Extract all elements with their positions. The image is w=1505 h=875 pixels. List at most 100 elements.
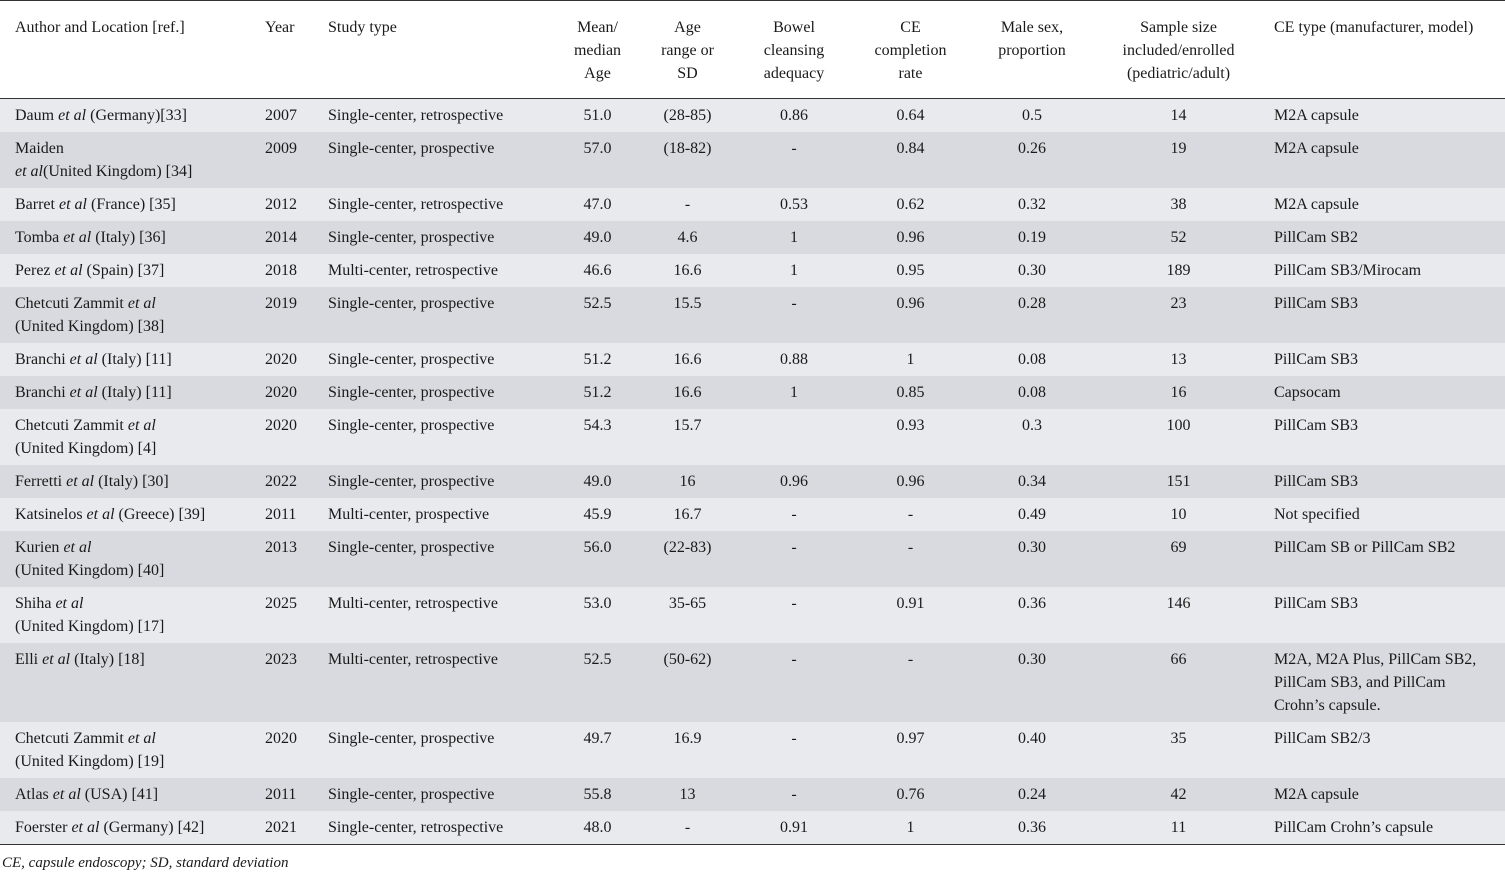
cell-sample-size: 42: [1170, 786, 1187, 803]
author-location: (United Kingdom) [4]: [15, 440, 157, 457]
cell-mean-age: 53.0: [583, 595, 612, 612]
cell-year: 2009: [265, 140, 297, 157]
table-row: Barret et al (France) [35] 2012 Single-cen…: [0, 188, 1505, 221]
author-et-al: et al: [42, 651, 71, 668]
cell-ce-type: M2A capsule: [1274, 140, 1359, 157]
cell-male-sex: 0.49: [1018, 506, 1046, 523]
cell-study-type: Single-center, prospective: [328, 539, 495, 556]
cell-bowel-cleansing: 0.86: [780, 107, 808, 124]
cell-ce-completion: 0.62: [896, 196, 925, 213]
cell-ce-type: M2A capsule: [1274, 196, 1359, 213]
cell-male-sex: 0.5: [1022, 107, 1042, 124]
cell-ce-completion: 0.91: [896, 595, 925, 612]
cell-study-type: Multi-center, retrospective: [328, 595, 498, 612]
cell-author: Elli et al (Italy) [18]: [0, 643, 259, 722]
cell-ce-type: Capsocam: [1274, 384, 1341, 401]
author-name: Katsinelos: [15, 506, 87, 523]
author-location: (Germany) [42]: [99, 819, 205, 836]
author-et-al: et al: [52, 786, 81, 803]
header-age-range: Age range or SD: [637, 0, 738, 99]
cell-ce-type: PillCam SB3: [1274, 351, 1359, 368]
cell-bowel-cleansing: 1: [790, 384, 798, 401]
cell-bowel-cleansing: 0.88: [780, 351, 808, 368]
cell-author: Shiha et al (United Kingdom) [17]: [0, 587, 259, 643]
cell-ce-type: PillCam SB3: [1274, 595, 1359, 612]
header-bowel-cleansing: Bowel cleansing adequacy: [738, 0, 850, 99]
cell-ce-type: PillCam SB3: [1274, 473, 1359, 490]
header-mean-age: Mean/ median Age: [558, 0, 637, 99]
cell-male-sex: 0.30: [1018, 262, 1046, 279]
author-name: Branchi: [15, 351, 70, 368]
header-study-type: Study type: [322, 0, 558, 99]
author-et-al: et al: [63, 539, 92, 556]
author-name: Tomba: [15, 229, 64, 246]
cell-year: 2020: [265, 730, 297, 747]
cell-bowel-cleansing: -: [791, 786, 797, 803]
header-ce-completion: CE completion rate: [850, 0, 971, 99]
cell-bowel-cleansing: -: [791, 651, 797, 668]
cell-sample-size: 100: [1166, 417, 1191, 434]
cell-study-type: Single-center, prospective: [328, 417, 495, 434]
author-et-al: et al: [69, 351, 98, 368]
header-year: Year: [259, 0, 322, 99]
cell-sample-size: 16: [1170, 384, 1187, 401]
cell-age-range: 4.6: [677, 229, 698, 246]
author-location: (United Kingdom) [17]: [15, 618, 165, 635]
author-location: (United Kingdom) [38]: [15, 318, 165, 335]
cell-mean-age: 49.7: [583, 730, 612, 747]
studies-table: Author and Location [ref.] Year Study ty…: [0, 0, 1505, 845]
cell-mean-age: 46.6: [583, 262, 612, 279]
author-et-al: et al: [58, 196, 87, 213]
cell-sample-size: 38: [1170, 196, 1187, 213]
cell-author: Kurien et al (United Kingdom) [40]: [0, 531, 259, 587]
author-et-al: et al: [54, 262, 83, 279]
author-location: (Italy) [36]: [91, 229, 166, 246]
cell-author: Chetcuti Zammit et al (United Kingdom) [3…: [0, 287, 259, 343]
cell-ce-type: M2A capsule: [1274, 786, 1359, 803]
author-location: (United Kingdom) [34]: [43, 163, 193, 180]
author-name: Daum: [15, 107, 59, 124]
cell-sample-size: 69: [1170, 539, 1187, 556]
cell-study-type: Single-center, prospective: [328, 786, 495, 803]
cell-male-sex: 0.30: [1018, 651, 1046, 668]
cell-study-type: Single-center, prospective: [328, 384, 495, 401]
author-et-al: et al: [15, 163, 43, 180]
author-et-al: et al: [127, 730, 156, 747]
cell-year: 2020: [265, 384, 297, 401]
cell-male-sex: 0.24: [1018, 786, 1046, 803]
cell-age-range: 13: [679, 786, 696, 803]
table-row: Branchi et al (Italy) [11] 2020 Single-cen…: [0, 376, 1505, 409]
header-male-sex: Male sex, proportion: [971, 0, 1093, 99]
cell-ce-completion: 0.97: [896, 730, 925, 747]
cell-age-range: (50-62): [663, 651, 712, 668]
cell-mean-age: 47.0: [583, 196, 612, 213]
cell-year: 2020: [265, 351, 297, 368]
cell-ce-completion: 0.85: [896, 384, 925, 401]
author-name: Ferretti: [15, 473, 67, 490]
cell-author: Branchi et al (Italy) [11]: [0, 343, 259, 376]
cell-year: 2025: [265, 595, 297, 612]
cell-age-range: (28-85): [663, 107, 712, 124]
cell-bowel-cleansing: 1: [790, 229, 798, 246]
cell-author: Maiden et al(United Kingdom) [34]: [0, 132, 259, 188]
cell-mean-age: 48.0: [558, 811, 637, 845]
cell-year: 2020: [265, 417, 297, 434]
table-row: Tomba et al (Italy) [36] 2014 Single-cente…: [0, 221, 1505, 254]
author-et-al: et al: [58, 107, 87, 124]
table-footnote: CE, capsule endoscopy; SD, standard devi…: [2, 855, 289, 871]
cell-ce-type: M2A capsule: [1274, 107, 1359, 124]
cell-study-type: Single-center, prospective: [328, 473, 495, 490]
cell-bowel-cleansing: 0.96: [780, 473, 808, 490]
cell-ce-type: PillCam SB2: [1274, 229, 1359, 246]
cell-ce-type: M2A, M2A Plus, PillCam SB2, PillCam SB3,…: [1274, 651, 1477, 714]
cell-sample-size: 52: [1170, 229, 1187, 246]
cell-age-range: 16: [679, 473, 696, 490]
header-ce-type: CE type (manufacturer, model): [1264, 0, 1505, 99]
cell-age-range: 16.6: [673, 351, 702, 368]
cell-study-type: Single-center, prospective: [328, 351, 495, 368]
cell-sample-size: 66: [1170, 651, 1187, 668]
cell-male-sex: 0.08: [1018, 351, 1046, 368]
cell-ce-completion: 0.95: [896, 262, 925, 279]
cell-sample-size: 10: [1170, 506, 1187, 523]
cell-author: Tomba et al (Italy) [36]: [0, 221, 259, 254]
